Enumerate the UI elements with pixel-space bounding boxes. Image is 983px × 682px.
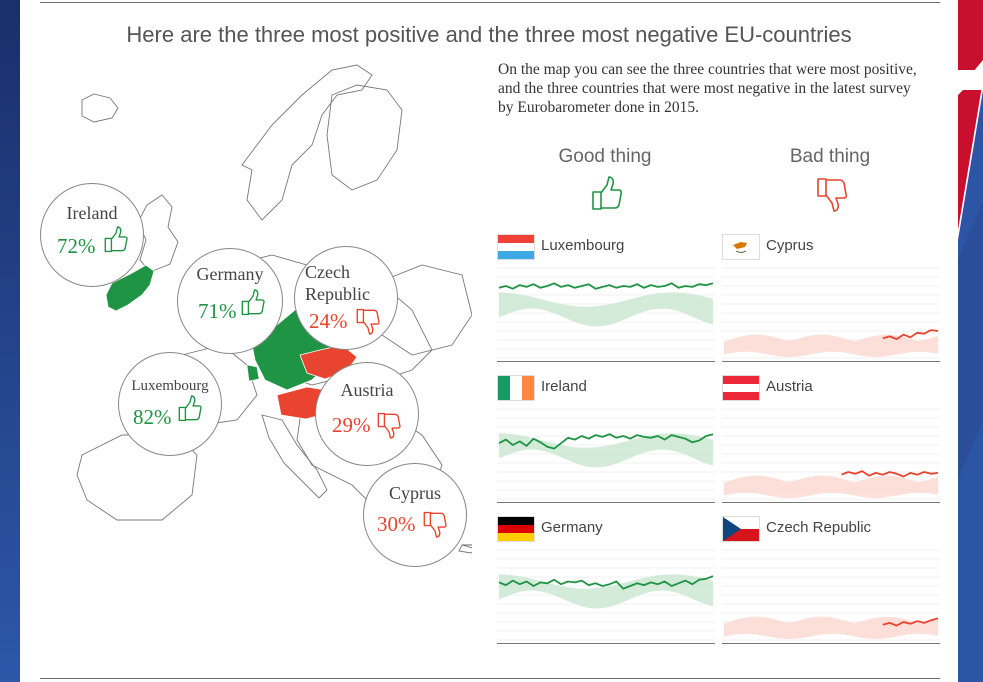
sparkline-chart [497,408,715,500]
iceland-shape [81,93,119,123]
chart-baseline [722,502,940,503]
chart-country-name: Czech Republic [766,519,872,536]
flag-ireland [497,375,535,401]
description-text: On the map you can see the three countri… [498,61,917,116]
sparkline-chart [722,549,940,641]
chart-baseline [497,361,715,362]
flag-austria [722,375,760,401]
range-band [499,574,713,609]
cyprus-shape [458,544,472,554]
bubble-country-name: Austria [340,380,394,400]
bubble-value: 71% [198,299,237,323]
range-band [724,475,938,499]
bubble-value: 30% [377,512,416,536]
flag-luxembourg [497,234,535,260]
sparkline-chart [497,267,715,359]
series-line-austria [841,470,939,478]
sparkline-chart [497,549,715,641]
chart-card-ireland: Ireland [497,373,715,511]
bubble-czech-republic: Czech Republic 24% [294,246,398,350]
range-band [499,433,713,468]
top-divider [40,2,940,3]
thumbs-up-icon [241,289,265,316]
bubble-value: 72% [57,234,96,258]
thumbs-down-icon [423,511,447,538]
scandinavia-shape [241,64,373,221]
thumbs-down-icon [356,308,380,335]
column-header-good: Good thing [558,146,652,167]
italy-shape [261,414,328,499]
finland-shape [326,84,403,191]
eastern-europe-shape [371,264,472,356]
range-band [724,616,938,640]
column-header-bad: Bad thing [789,146,871,167]
series-line-ireland [498,433,714,450]
ireland-shape [105,264,155,312]
series-line-luxembourg [498,282,714,290]
series-line-czech-republic [882,617,939,627]
bubble-ireland: Ireland 72% [40,183,144,287]
bubble-cyprus: Cyprus 30% [363,463,467,567]
bubble-luxembourg: Luxembourg 82% [118,352,222,456]
bubble-value: 82% [133,405,172,429]
bubble-country-name: Luxembourg [131,378,209,394]
luxembourg-shape [246,364,260,382]
chart-country-name: Ireland [541,378,587,395]
chart-country-name: Germany [541,519,603,536]
chart-baseline [722,361,940,362]
chart-baseline [722,643,940,644]
chart-baseline [497,502,715,503]
range-band [724,334,938,358]
bubble-country-name: Germany [196,264,264,284]
bubble-germany: Germany 71% [177,248,283,354]
infographic-panel: Here are the three most positive and the… [20,0,958,682]
flag-cyprus [722,234,760,260]
bubble-country-name: Cyprus [388,483,441,503]
thumbs-down-icon [817,178,848,212]
thumbs-down-icon [377,412,401,439]
thumbs-up-icon [592,176,623,210]
great-britain-shape [137,194,179,273]
sparkline-chart [722,408,940,500]
background-flag-uk [958,0,983,682]
chart-card-germany: Germany [497,514,715,652]
series-line-germany [498,575,714,590]
bubble-value: 24% [309,309,348,333]
chart-country-name: Luxembourg [541,237,625,254]
bubble-country-name: Czech Republic [305,262,370,304]
page-title: Here are the three most positive and the… [126,22,852,47]
background-left [0,0,20,682]
bottom-divider [40,678,940,679]
chart-card-cyprus: Cyprus [722,232,940,370]
bubble-value: 29% [332,413,371,437]
flag-czech-republic [722,516,760,542]
chart-country-name: Cyprus [766,237,814,254]
chart-country-name: Austria [766,378,813,395]
thumbs-up-icon [178,395,202,422]
sparkline-chart [722,267,940,359]
series-line-cyprus [882,329,939,340]
chart-card-luxembourg: Luxembourg [497,232,715,370]
chart-card-austria: Austria [722,373,940,511]
chart-card-czech-republic: Czech Republic [722,514,940,652]
bubble-austria: Austria 29% [315,362,419,466]
thumbs-up-icon [104,226,128,253]
chart-baseline [497,643,715,644]
flag-germany [497,516,535,542]
range-band [499,292,713,327]
bubble-country-name: Ireland [66,203,118,223]
